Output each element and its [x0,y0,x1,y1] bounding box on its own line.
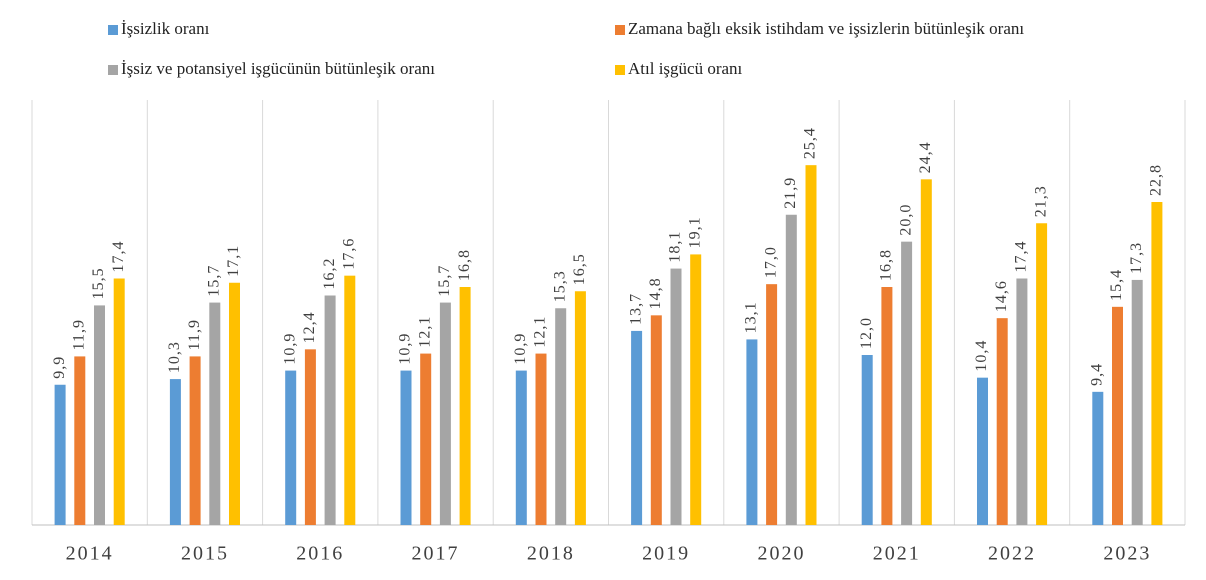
data-label: 10,9 [512,333,529,365]
bar [304,349,316,525]
data-label: 16,5 [571,253,588,285]
bar [1092,391,1104,525]
data-label: 17,4 [1013,241,1030,273]
legend-swatch [108,25,118,35]
legend-swatch [615,65,625,75]
data-label: 14,8 [647,277,664,309]
x-tick-label: 2016 [296,543,344,565]
bar [766,284,778,525]
bar [1131,279,1143,525]
bar [1016,278,1028,525]
data-label: 10,3 [166,341,183,373]
data-label: 14,6 [993,280,1010,312]
legend-label: İşsizlik oranı [121,19,210,38]
legend-label: Atıl işgücü oranı [628,59,743,78]
bar [113,278,125,525]
bar [1036,223,1048,525]
bar [459,287,471,525]
data-label: 9,4 [1088,363,1105,386]
bar [229,282,240,525]
data-label: 12,4 [301,311,318,343]
data-label: 9,9 [51,356,68,379]
x-tick-label: 2022 [988,543,1036,565]
data-label: 15,7 [436,265,453,297]
bar [74,356,86,525]
x-tick-label: 2015 [181,543,229,565]
legend-swatch [615,25,625,35]
bar [690,254,702,525]
data-label: 21,9 [782,177,799,209]
bar [209,302,221,525]
bar [515,370,527,525]
bar [996,318,1008,525]
data-label: 13,7 [627,293,644,325]
data-label: 24,4 [917,141,934,173]
data-label: 16,8 [878,249,895,281]
bar [169,379,181,525]
bar [650,315,662,525]
bar [805,165,817,525]
data-label: 16,8 [456,249,473,281]
data-label: 17,4 [110,241,127,273]
bar [901,241,913,525]
x-tick-label: 2014 [66,543,114,565]
bar [400,370,412,525]
data-label: 19,1 [686,216,703,248]
x-tick-label: 2023 [1103,543,1151,565]
data-label: 17,3 [1128,242,1145,274]
data-label: 12,1 [532,316,549,348]
bar [285,370,297,525]
bar [344,275,356,525]
bar [439,302,451,525]
data-label: 16,2 [321,258,338,290]
bar [631,330,643,525]
data-label: 15,5 [90,267,107,299]
bar [1112,306,1123,525]
bar [535,353,547,525]
data-label: 17,0 [762,246,779,278]
data-label: 21,3 [1032,185,1049,217]
data-label: 11,9 [70,319,87,350]
bar [420,353,432,525]
bar [54,384,66,525]
data-label: 15,4 [1108,269,1125,301]
bar [670,268,682,525]
bar [920,179,932,526]
data-label: 10,4 [973,340,990,372]
data-label: 10,9 [281,333,298,365]
bar [785,214,797,525]
bar [574,291,586,525]
bar [555,308,567,525]
data-label: 18,1 [667,231,684,263]
x-tick-label: 2020 [757,543,805,565]
data-label: 13,1 [743,301,760,333]
x-tick-label: 2017 [412,543,460,565]
bar [189,356,201,525]
bar [94,305,105,525]
data-label: 11,9 [186,319,203,350]
data-label: 20,0 [897,204,914,236]
bar [324,295,336,525]
data-label: 17,1 [225,245,242,277]
data-label: 12,1 [416,316,433,348]
data-label: 17,6 [340,238,357,270]
x-tick-label: 2021 [873,543,921,565]
legend-label: İşsiz ve potansiyel işgücünün bütünleşik… [121,59,435,78]
x-tick-label: 2018 [527,543,575,565]
data-label: 15,7 [205,265,222,297]
data-label: 15,3 [551,270,568,302]
data-label: 25,4 [802,127,819,159]
legend-label: Zamana bağlı eksik istihdam ve işsizleri… [628,19,1024,38]
data-label: 22,8 [1148,164,1165,196]
x-tick-label: 2019 [642,543,690,565]
bar [746,339,758,525]
legend-swatch [108,65,118,75]
bar [977,377,988,525]
data-label: 10,9 [397,333,414,365]
bar [881,287,893,525]
bar [1151,202,1163,525]
bar [861,355,873,525]
data-label: 12,0 [858,317,875,349]
